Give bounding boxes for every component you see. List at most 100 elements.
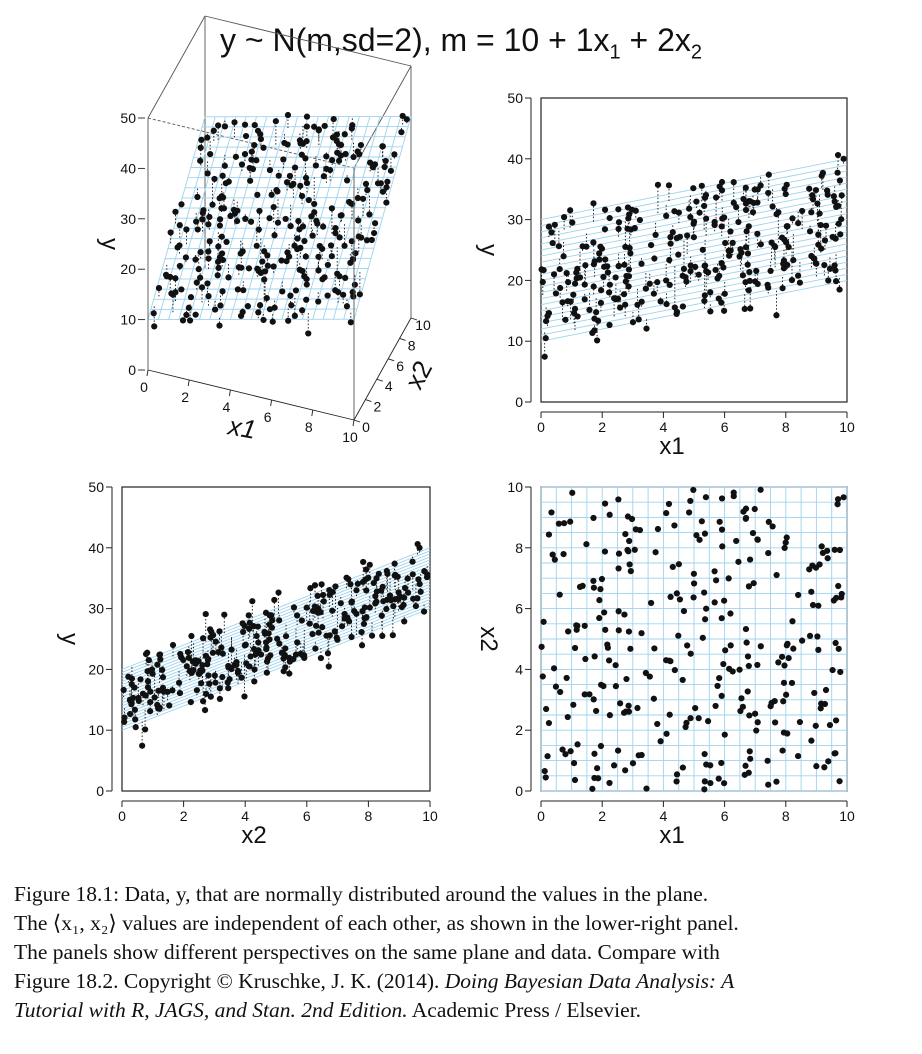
data-point — [286, 172, 294, 180]
data-point — [193, 687, 201, 694]
data-point — [701, 202, 708, 210]
x-tick-label: 8 — [782, 808, 790, 824]
data-point — [246, 164, 253, 172]
data-point — [769, 523, 776, 530]
data-point — [358, 628, 365, 636]
data-point — [663, 509, 670, 517]
data-point — [257, 136, 264, 143]
data-point — [349, 256, 357, 263]
plot-frame — [121, 486, 431, 792]
plane-mesh-line — [540, 176, 848, 239]
data-point — [292, 651, 300, 658]
data-point — [832, 267, 839, 274]
data-point — [409, 571, 416, 578]
data-point — [573, 622, 580, 629]
data-point — [305, 330, 312, 337]
plane-mesh-line — [121, 562, 431, 686]
plane-mesh-line — [540, 243, 848, 306]
figure-caption: Figure 18.1: Data, y, that are normally … — [14, 880, 910, 1025]
data-point — [707, 289, 714, 296]
data-point — [740, 508, 747, 515]
data-point — [581, 691, 588, 698]
data-point — [789, 215, 796, 222]
data-point — [379, 143, 386, 150]
data-point — [569, 219, 576, 226]
data-point — [332, 583, 339, 590]
data-point — [601, 226, 609, 233]
x-tick-label: 4 — [660, 808, 668, 824]
data-point — [615, 608, 622, 615]
data-point — [233, 659, 240, 666]
data-point — [754, 536, 761, 543]
data-point — [730, 179, 737, 186]
data-point — [799, 207, 806, 215]
data-point — [142, 650, 150, 658]
data-point — [722, 647, 729, 654]
data-point — [742, 244, 750, 251]
data-point — [836, 546, 843, 554]
data-point — [583, 541, 590, 548]
y-tick-label: 0 — [96, 783, 104, 799]
data-point — [198, 680, 205, 687]
data-point — [303, 296, 310, 303]
data-point — [582, 655, 589, 663]
data-point — [198, 284, 206, 291]
data-point — [255, 268, 262, 275]
data-point — [822, 222, 830, 229]
data-point — [178, 286, 185, 293]
data-point — [142, 726, 149, 733]
data-point — [321, 122, 328, 130]
data-point — [317, 609, 324, 616]
data-point — [211, 175, 218, 183]
data-point — [348, 238, 355, 245]
data-point — [669, 563, 676, 571]
data-point — [838, 216, 845, 223]
data-point — [216, 322, 223, 329]
data-point — [597, 742, 605, 750]
data-point — [673, 778, 680, 785]
data-point — [251, 141, 258, 149]
data-point — [698, 518, 705, 525]
data-point — [757, 182, 764, 189]
data-point — [298, 617, 305, 624]
data-point — [590, 239, 597, 246]
data-point — [581, 281, 588, 288]
data-point — [199, 698, 207, 705]
data-point — [783, 239, 790, 246]
data-point — [601, 206, 609, 213]
y-tick-label: 2 — [515, 722, 523, 738]
data-point — [818, 700, 825, 707]
data-point — [701, 530, 709, 537]
data-point — [727, 228, 734, 235]
data-point — [757, 643, 764, 650]
data-point — [586, 691, 593, 698]
data-point — [230, 206, 238, 213]
data-point — [423, 574, 431, 581]
data-point — [690, 580, 698, 587]
data-point — [567, 298, 574, 305]
data-point — [822, 686, 830, 694]
data-point — [720, 264, 727, 271]
data-point — [353, 587, 360, 594]
data-point — [298, 151, 305, 158]
data-point — [329, 607, 336, 614]
data-point — [739, 703, 747, 710]
data-point — [297, 182, 304, 189]
data-point — [781, 544, 788, 552]
data-point — [219, 650, 226, 657]
data-point — [718, 223, 725, 230]
data-point — [215, 243, 222, 250]
data-point — [199, 635, 207, 642]
data-point — [351, 281, 358, 288]
y-tick-label: 20 — [120, 261, 136, 277]
data-point — [785, 243, 792, 251]
data-point — [818, 172, 825, 179]
data-point — [815, 646, 822, 653]
data-point — [399, 112, 406, 120]
data-point — [784, 223, 791, 230]
data-point — [324, 650, 332, 657]
data-point — [145, 657, 152, 664]
data-point — [751, 505, 758, 513]
data-point — [663, 212, 670, 219]
data-point — [730, 199, 737, 206]
